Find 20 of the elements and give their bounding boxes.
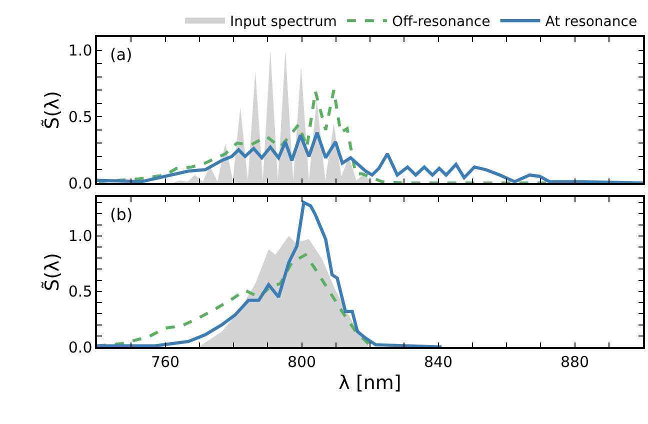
x-tick-label: 880 xyxy=(560,352,590,371)
x-axis-title: λ [nm] xyxy=(338,372,402,394)
line-series xyxy=(97,130,643,183)
y-tick-label: 1.0 xyxy=(68,227,92,246)
annotation: (a) xyxy=(110,45,132,64)
legend-label: Input spectrum xyxy=(230,14,337,30)
x-tick-label: 760 xyxy=(150,352,180,371)
y-tick-label: 0.5 xyxy=(68,282,92,301)
y-axis-title: S̃(λ) xyxy=(40,90,64,130)
y-tick-label: 1.0 xyxy=(68,42,92,60)
legend-label: Off-resonance xyxy=(392,14,490,30)
legend-label: At resonance xyxy=(545,14,638,30)
y-axis-title: S̃(λ) xyxy=(40,252,64,292)
y-tick-label: 0.0 xyxy=(68,338,92,356)
line-series xyxy=(97,200,444,347)
annotation: (b) xyxy=(110,205,133,224)
x-tick-label: 840 xyxy=(424,352,453,371)
y-tick-label: 0.0 xyxy=(68,174,92,192)
x-tick-label: 800 xyxy=(287,352,316,371)
y-tick-label: 0.5 xyxy=(68,108,92,126)
